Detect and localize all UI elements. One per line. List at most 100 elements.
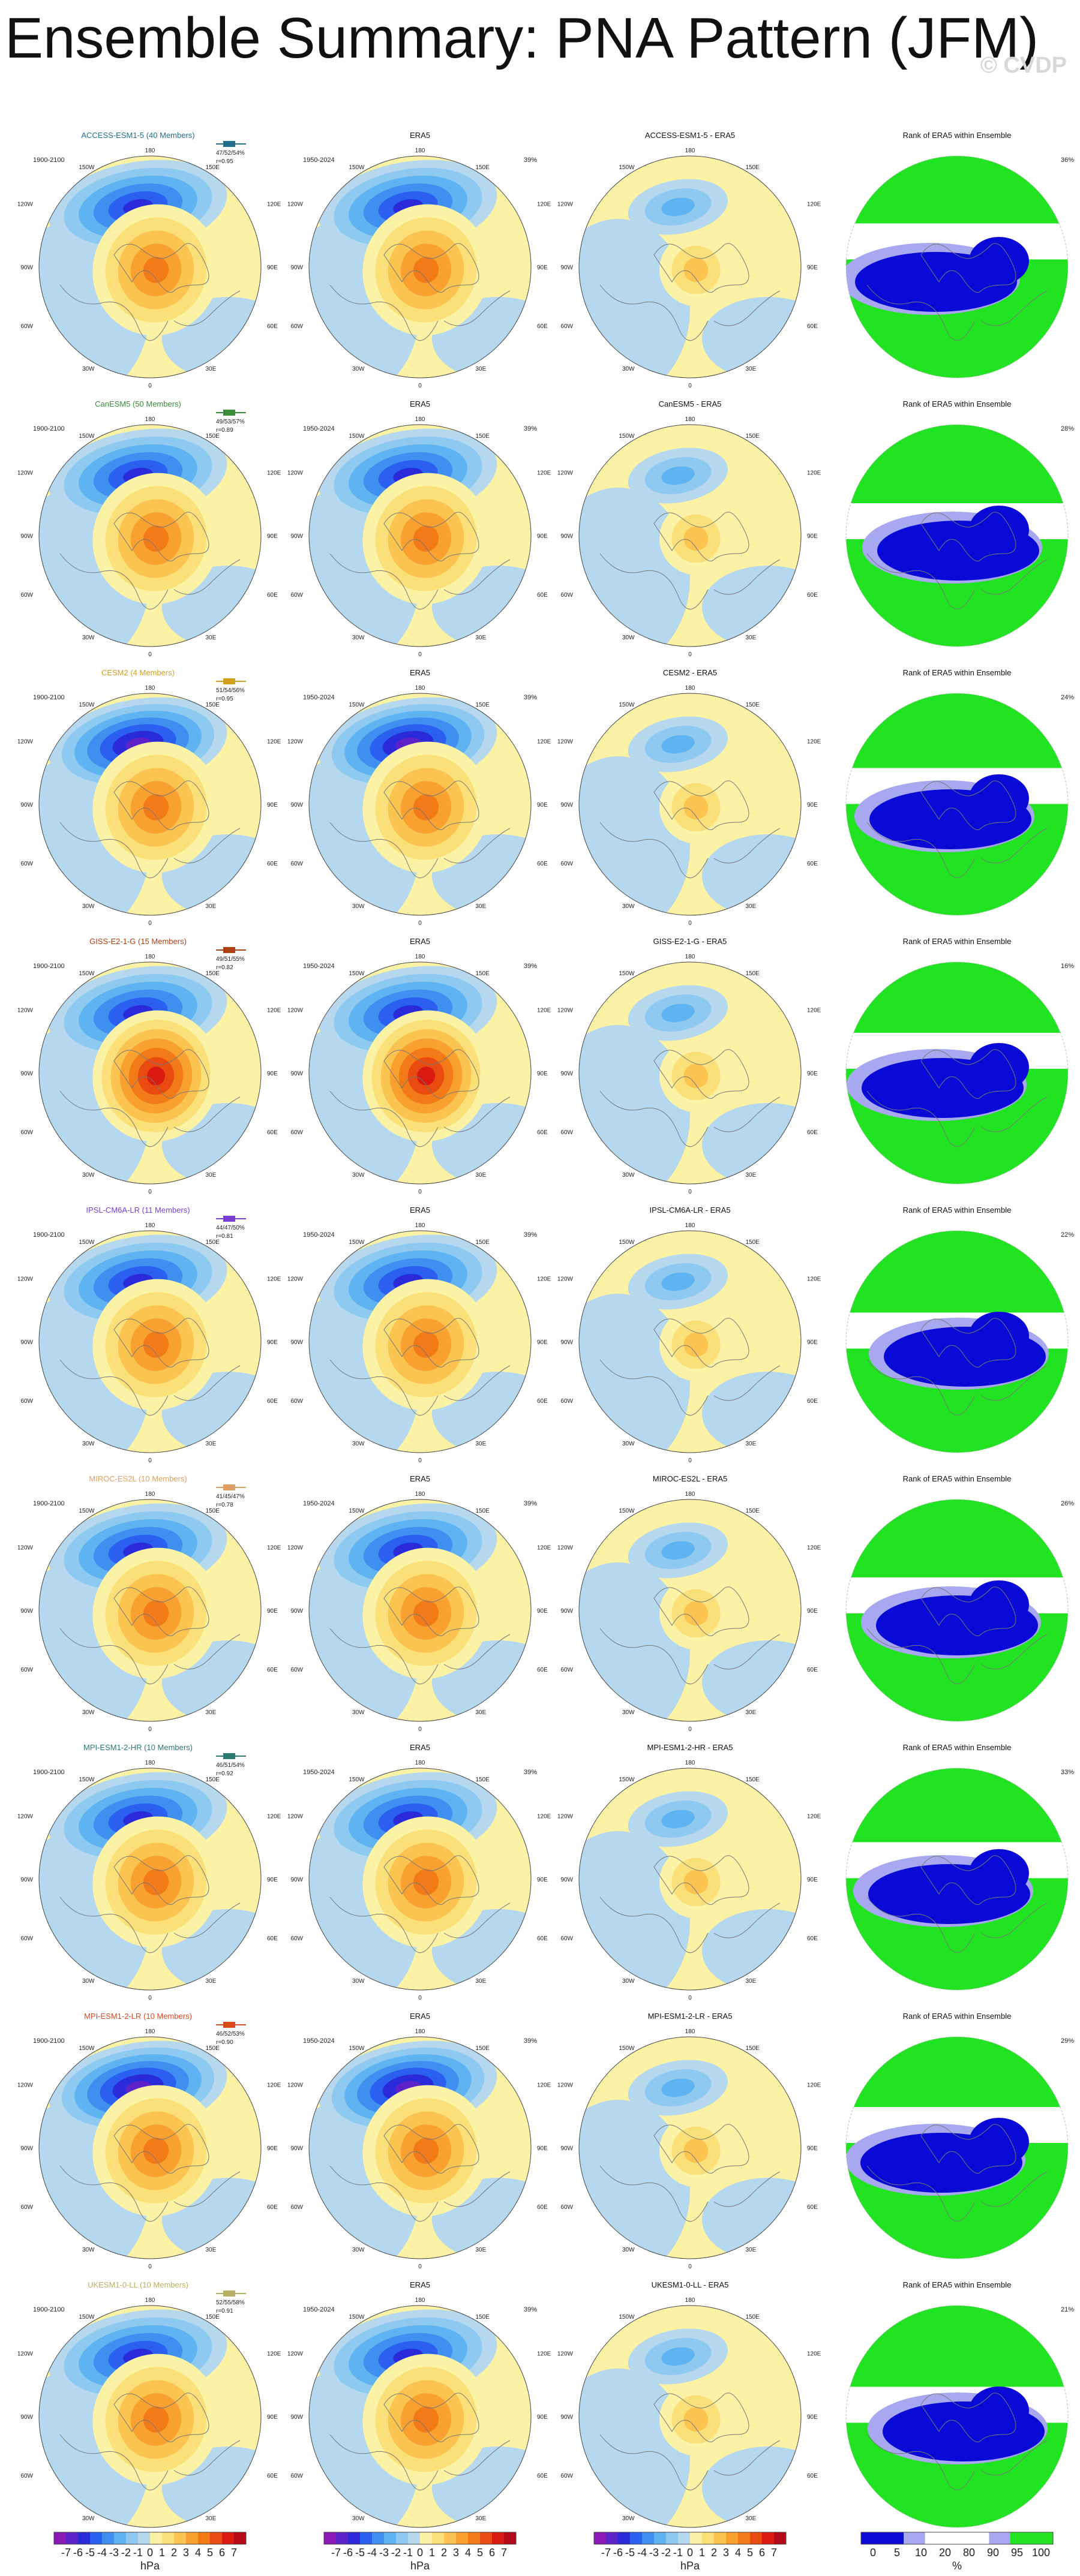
colorbar: -7 -6 -5 -4 -3 -2 -1 0 1 2 3 4 5 6 7 hPa [593, 2532, 787, 2572]
coastline [443, 1096, 511, 1132]
colorbar-tick-label: 5 [207, 2547, 213, 2559]
map-lon-label: 0 [148, 1726, 152, 1733]
map-lon-label: 90W [560, 1071, 573, 1077]
coastline [383, 512, 479, 561]
colorbar-tick-label: 5 [894, 2547, 900, 2559]
colorbar-tick-label: -7 [61, 2547, 71, 2559]
map-lon-label: 30E [476, 1441, 487, 1447]
diff-panel-title: UKESM1-0-LL - ERA5 [652, 2280, 729, 2289]
coastline [713, 1096, 781, 1132]
high-pressure-center [416, 1066, 436, 1086]
colorbar-segment [946, 2532, 968, 2544]
map-lon-label: 60W [20, 1398, 33, 1405]
map-lon-label: 90E [807, 802, 818, 808]
map-lon-label: 60W [20, 592, 33, 599]
colorbar-segment [90, 2532, 103, 2544]
coastline [173, 1634, 241, 1670]
map-lon-label: 180 [685, 1491, 695, 1498]
rank-map-panel [845, 961, 1069, 1185]
page-title: Ensemble Summary: PNA Pattern (JFM) [5, 6, 1039, 70]
colorbar-tick-label: 0 [687, 2547, 693, 2559]
map-lon-label: 30E [476, 635, 487, 641]
low-pressure-center [661, 2078, 695, 2097]
map-lon-label: 90W [560, 1877, 573, 1883]
map-border [308, 1768, 532, 1991]
coastline [599, 284, 709, 341]
map-border [38, 155, 262, 378]
coastline [653, 1049, 749, 1099]
model-variance-label: 28% [1061, 425, 1074, 432]
colorbar-segment [348, 2532, 361, 2544]
coastline [443, 1634, 511, 1670]
negative-anomaly-region [579, 1831, 690, 1990]
obs-years-label: 1950-2024 [303, 1500, 335, 1507]
rank-panel-title: Rank of ERA5 within Ensemble [903, 1474, 1012, 1483]
obs-variance-label: 39% [524, 1500, 537, 1507]
map-lon-label: 30E [206, 1709, 217, 1716]
map-lon-label: 120E [807, 201, 821, 208]
coastline [920, 2392, 1016, 2442]
high-pressure-center [143, 1600, 169, 1627]
high-pressure-center [683, 2407, 709, 2432]
map-lon-label: 30W [352, 1978, 365, 1985]
map-lon-label: 60W [20, 1935, 33, 1942]
negative-anomaly-region [579, 756, 690, 915]
map-border [578, 693, 802, 916]
map-lon-label: 150E [206, 702, 220, 708]
map-lon-label: 30E [476, 903, 487, 910]
map-lon-label: 150E [476, 164, 490, 171]
model-map-panel: 180 0 120W 90W 60W 120E 90E 60E 150W 150E 30W 30E [17, 685, 281, 927]
map-lon-label: 60E [807, 1398, 818, 1405]
colorbar-tick-label: -1 [133, 2547, 143, 2559]
obs-map-panel: 180 0 120W 90W 60W 120E 90E 60E 150W 150E 30W 30E [287, 1491, 551, 1733]
map-lon-label: 150W [349, 164, 365, 171]
obs-map-panel: 180 0 120W 90W 60W 120E 90E 60E 150W 150E 30W 30E [287, 954, 551, 1195]
coastline [59, 553, 169, 609]
map-lon-label: 120W [287, 2082, 304, 2088]
coastline [329, 1896, 439, 1953]
rank-map-panel [845, 693, 1069, 916]
coastline [980, 1096, 1048, 1132]
map-lon-label: 30W [352, 1441, 365, 1447]
map-lon-label: 60E [807, 861, 818, 867]
model-variance-label: 21% [1061, 2306, 1074, 2313]
coastline [173, 559, 241, 595]
obs-variance-label: 39% [524, 1231, 537, 1239]
rank-lowest-region [969, 506, 1029, 554]
map-lon-label: 150E [476, 1239, 490, 1246]
obs-panel-title: ERA5 [410, 1206, 430, 1215]
map-lon-label: 30W [82, 903, 95, 910]
map-lon-label: 150W [79, 1508, 95, 1514]
map-lon-label: 150W [349, 1508, 365, 1514]
map-lon-label: 150W [79, 2314, 95, 2320]
map-lon-label: 90W [560, 2145, 573, 2152]
map-lon-label: 0 [418, 920, 422, 927]
high-pressure-center [143, 525, 169, 552]
map-lon-label: 180 [685, 2297, 695, 2304]
model-years-label: 1900-2100 [33, 1231, 65, 1239]
model-map-panel: 180 0 120W 90W 60W 120E 90E 60E 150W 150E 30W 30E [17, 416, 281, 658]
map-lon-label: 30W [82, 2515, 95, 2522]
model-variance-label: 33% [1061, 1769, 1074, 1776]
map-border [845, 1230, 1069, 1453]
obs-years-label: 1950-2024 [303, 1769, 335, 1776]
colorbar-segment [234, 2532, 247, 2544]
map-lon-label: 150W [79, 2045, 95, 2052]
map-lon-label: 150E [206, 2045, 220, 2052]
coastline [653, 1855, 749, 1905]
coastline [443, 2171, 511, 2207]
coastline [113, 2124, 209, 2174]
coastline [599, 553, 709, 609]
map-lon-label: 90W [560, 802, 573, 808]
map-lon-label: 60E [537, 323, 548, 330]
high-pressure-center [683, 1063, 709, 1089]
colorbar-segment [54, 2532, 67, 2544]
high-pressure-center [143, 1331, 169, 1358]
map-lon-label: 120E [807, 470, 821, 476]
map-lon-label: 150E [476, 1508, 490, 1514]
obs-panel-title: ERA5 [410, 668, 430, 677]
map-lon-label: 90E [267, 802, 278, 808]
